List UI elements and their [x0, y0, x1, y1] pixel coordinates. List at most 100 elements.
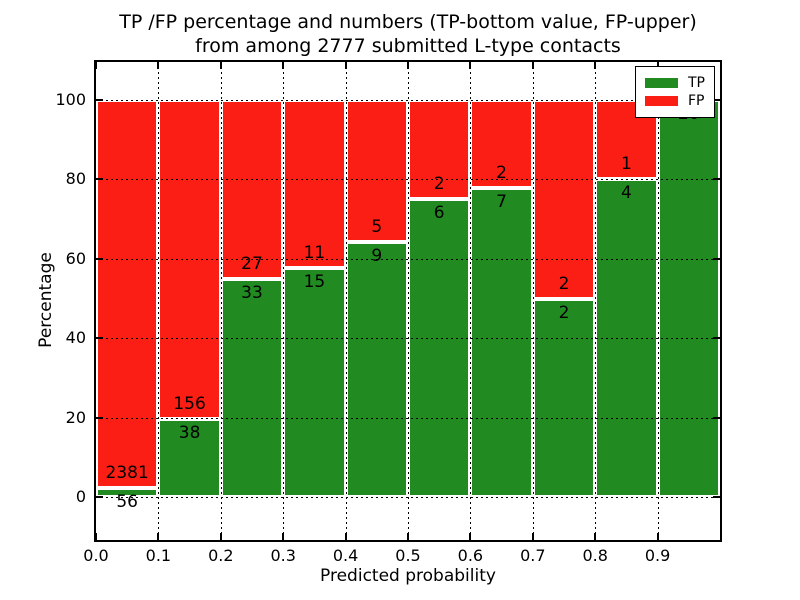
x-tick-label: 0.5	[395, 546, 421, 565]
x-tick-bottom	[344, 533, 347, 540]
y-tick-left	[96, 257, 103, 260]
fp-count-label: 1	[620, 154, 632, 175]
vertical-gridline	[657, 62, 659, 540]
vertical-gridline	[345, 62, 347, 540]
tp-bar-segment	[532, 298, 596, 497]
x-tick-bottom	[594, 533, 597, 540]
tp-count-label: 38	[178, 423, 201, 444]
fp-bar-segment	[408, 100, 471, 200]
y-tick-label: 80	[65, 169, 86, 189]
x-tick-bottom	[656, 533, 659, 540]
legend: TP FP	[635, 66, 715, 118]
y-tick-left	[96, 337, 103, 340]
tp-bar-segment	[96, 487, 159, 497]
tp-count-label: 7	[496, 192, 508, 213]
chart-title-line2: from among 2777 submitted L-type contact…	[195, 35, 621, 57]
fp-bar-segment	[532, 100, 596, 299]
y-tick-right	[713, 257, 720, 260]
vertical-gridline	[532, 62, 534, 540]
x-axis-label: Predicted probability	[320, 566, 496, 586]
x-tick-bottom	[282, 533, 285, 540]
fp-count-label: 2	[558, 273, 570, 294]
fp-count-label: 11	[303, 242, 326, 263]
x-tick-label: 0.4	[332, 546, 359, 565]
fp-bar-segment	[595, 100, 658, 180]
vertical-gridline	[220, 62, 222, 540]
tp-bar-segment	[158, 419, 221, 497]
x-tick-top	[282, 62, 285, 69]
chart-title: TP /FP percentage and numbers (TP-bottom…	[94, 10, 722, 58]
legend-label-tp: TP	[688, 75, 705, 91]
x-tick-bottom	[531, 533, 534, 540]
x-tick-bottom	[157, 533, 160, 540]
x-tick-top	[594, 62, 597, 69]
tp-bar-segment	[283, 267, 346, 497]
horizontal-gridline	[96, 258, 720, 260]
legend-swatch-tp	[645, 78, 678, 88]
legend-label-fp: FP	[688, 93, 705, 109]
y-tick-label: 60	[65, 248, 86, 268]
horizontal-gridline	[96, 417, 720, 419]
x-tick-bottom	[469, 533, 472, 540]
x-tick-top	[95, 62, 97, 69]
tp-count-label: 4	[620, 183, 632, 204]
vertical-gridline	[158, 62, 160, 540]
horizontal-gridline	[96, 497, 720, 498]
vertical-gridline	[408, 62, 409, 540]
tp-count-label: 33	[241, 282, 263, 303]
y-tick-label: 40	[65, 328, 86, 348]
legend-entry-fp: FP	[645, 94, 705, 108]
y-tick-right	[713, 416, 720, 419]
tp-bar-segment	[408, 199, 471, 497]
x-tick-top	[157, 62, 160, 69]
x-tick-top	[531, 62, 534, 69]
y-tick-left	[96, 178, 103, 181]
y-tick-label: 0	[75, 487, 86, 506]
fp-count-label: 156	[173, 394, 206, 415]
fp-count-label: 5	[371, 216, 383, 237]
x-tick-top	[344, 62, 347, 69]
x-tick-label: 0.0	[83, 546, 109, 565]
x-tick-label: 0.6	[457, 546, 484, 565]
vertical-gridline	[595, 62, 597, 540]
horizontal-gridline	[96, 338, 720, 340]
y-tick-left	[96, 416, 103, 419]
x-tick-label: 0.7	[520, 546, 546, 565]
x-tick-bottom	[407, 533, 409, 540]
y-tick-right	[713, 496, 720, 498]
horizontal-gridline	[96, 100, 720, 101]
tp-bar-segment	[345, 241, 408, 497]
x-tick-bottom	[219, 533, 222, 540]
y-tick-label: 100	[55, 90, 86, 109]
tp-count-label: 56	[116, 491, 139, 512]
y-tick-left	[96, 99, 103, 101]
tp-count-label: 15	[303, 271, 326, 292]
tp-count-label: 9	[371, 245, 383, 266]
y-tick-left	[96, 496, 103, 498]
y-tick-label: 20	[65, 407, 86, 427]
legend-entry-tp: TP	[645, 76, 705, 90]
x-tick-label: 0.3	[270, 546, 296, 565]
tp-count-label: 6	[433, 203, 445, 224]
y-tick-right	[713, 337, 720, 340]
x-tick-label: 0.8	[582, 546, 608, 565]
vertical-gridline	[283, 62, 285, 540]
chart-title-line1: TP /FP percentage and numbers (TP-bottom…	[119, 11, 697, 33]
legend-swatch-fp	[645, 96, 678, 106]
fp-count-label: 2	[496, 163, 508, 184]
x-tick-top	[219, 62, 222, 69]
fp-bar-segment	[220, 100, 284, 279]
x-tick-label: 0.2	[208, 546, 234, 565]
x-tick-label: 0.9	[644, 546, 671, 565]
fp-bar-segment	[96, 100, 159, 488]
fp-count-label: 2	[433, 174, 445, 195]
x-tick-top	[407, 62, 409, 69]
vertical-gridline	[470, 62, 472, 540]
fp-count-label: 27	[241, 253, 263, 274]
x-tick-top	[469, 62, 472, 69]
tp-bar-segment	[657, 100, 720, 497]
horizontal-gridline	[96, 179, 720, 181]
y-tick-right	[713, 99, 720, 101]
